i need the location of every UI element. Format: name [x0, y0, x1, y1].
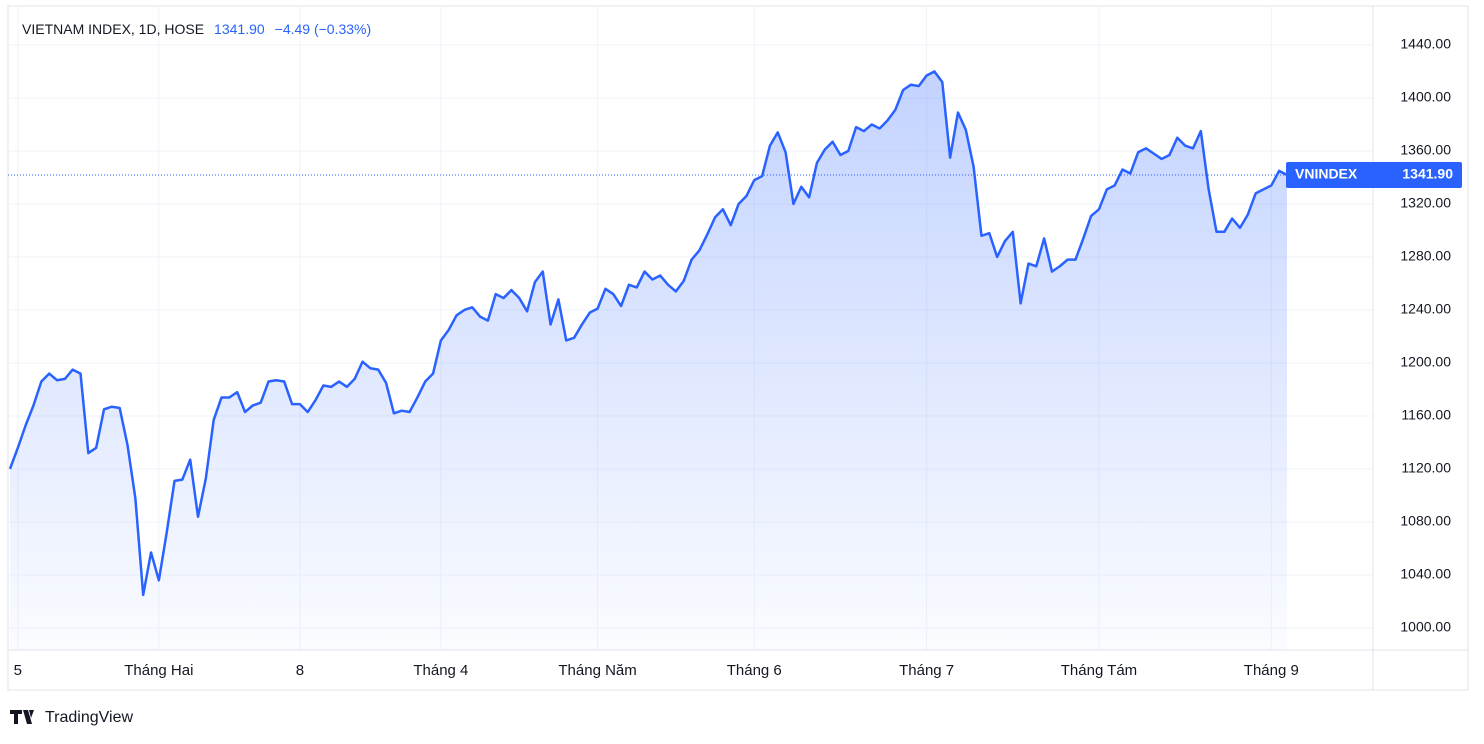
change: −4.49 (−0.33%): [275, 21, 372, 37]
chart-frame: [7, 5, 1469, 691]
x-tick-label: Tháng 4: [413, 662, 468, 679]
price-line: [8, 70, 1288, 597]
series-name: VNINDEX: [1295, 166, 1358, 182]
y-tick-label: 1120.00: [1401, 460, 1451, 476]
x-tick-label: Tháng 6: [727, 662, 782, 679]
area-fill: [10, 71, 1287, 651]
symbol: VIETNAM INDEX, 1D, HOSE: [22, 21, 204, 37]
x-tick-label: 5: [14, 662, 22, 679]
x-tick-label: Tháng 9: [1244, 662, 1299, 679]
chart-header: VIETNAM INDEX, 1D, HOSE 1341.90 −4.49 (−0.…: [22, 21, 371, 37]
last-price-tag: [1286, 161, 1462, 188]
x-tick-label: Tháng Tám: [1061, 662, 1137, 679]
brand-name: TradingView: [45, 709, 133, 726]
x-tick-label: Tháng Năm: [558, 662, 636, 679]
y-tick-label: 1400.00: [1400, 89, 1451, 105]
axes: 1000.00 1040.00 1080.00 1120.00 1160.00 1200.…: [14, 36, 1462, 679]
brand: TradingView: [10, 709, 133, 726]
brand-logo: [10, 710, 34, 724]
y-tick-label: 1320.00: [1400, 195, 1451, 211]
x-tick-label: Tháng 7: [899, 662, 954, 679]
y-tick-label: 1440.00: [1400, 36, 1451, 52]
y-tick-label: 1280.00: [1400, 248, 1451, 264]
y-tick-label: 1040.00: [1400, 566, 1451, 582]
y-tick-label: 1000.00: [1400, 619, 1451, 635]
x-tick-label: Tháng Hai: [124, 662, 193, 679]
last-price-label: 1341.90: [1402, 166, 1453, 182]
y-tick-label: 1080.00: [1400, 513, 1451, 529]
y-tick-label: 1160.00: [1401, 407, 1451, 423]
price: 1341.90: [214, 21, 265, 37]
y-tick-label: 1360.00: [1400, 142, 1451, 158]
y-tick-label: 1200.00: [1400, 354, 1451, 370]
y-tick-label: 1240.00: [1400, 301, 1451, 317]
x-tick-label: 8: [296, 662, 304, 679]
plot: [8, 70, 1373, 651]
